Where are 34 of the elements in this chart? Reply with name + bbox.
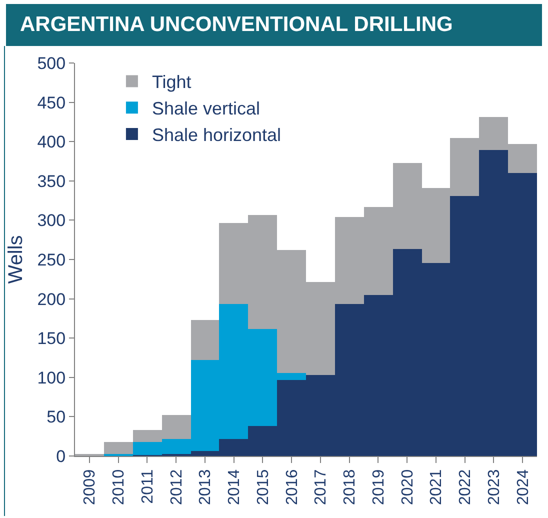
x-tick-label: 2015 bbox=[254, 469, 272, 505]
y-tick-label: 500 bbox=[37, 54, 66, 73]
y-tick-label: 300 bbox=[37, 211, 66, 230]
legend-label: Tight bbox=[152, 72, 192, 92]
x-tick-label: 2020 bbox=[399, 469, 416, 505]
y-tick-label: 0 bbox=[56, 446, 66, 466]
y-axis-title: Wells bbox=[5, 235, 27, 284]
legend-label: Shale vertical bbox=[152, 98, 260, 119]
y-tick-label: 200 bbox=[37, 290, 66, 309]
y-tick-label: 250 bbox=[37, 250, 66, 270]
x-tick-label: 2018 bbox=[342, 469, 359, 505]
y-tick-label: 100 bbox=[37, 368, 66, 388]
bar bbox=[104, 442, 133, 454]
x-tick-label: 2022 bbox=[457, 469, 474, 505]
y-tick-label: 50 bbox=[46, 408, 66, 427]
x-tick-label: 2009 bbox=[82, 469, 99, 505]
x-tick-label: 2011 bbox=[139, 469, 156, 504]
y-tick-label: 400 bbox=[37, 132, 66, 152]
x-tick-label: 2023 bbox=[486, 469, 503, 505]
x-tick-label: 2010 bbox=[110, 469, 128, 505]
x-tick-label: 2016 bbox=[284, 469, 301, 505]
y-tick-label: 450 bbox=[37, 93, 66, 112]
x-tick-label: 2013 bbox=[197, 469, 214, 505]
y-tick-label: 150 bbox=[37, 329, 66, 348]
x-tick-label: 2021 bbox=[428, 469, 446, 505]
x-tick-label: 2014 bbox=[226, 469, 244, 505]
legend-label: Shale horizontal bbox=[152, 125, 282, 146]
x-tick-label: 2017 bbox=[312, 469, 330, 505]
chart-title: ARGENTINA UNCONVENTIONAL DRILLING bbox=[6, 4, 542, 46]
x-tick-label: 2019 bbox=[370, 469, 388, 505]
x-tick-label: 2024 bbox=[514, 469, 532, 505]
bar bbox=[191, 320, 219, 360]
y-tick-label: 350 bbox=[37, 172, 66, 191]
x-tick-label: 2012 bbox=[168, 469, 186, 505]
